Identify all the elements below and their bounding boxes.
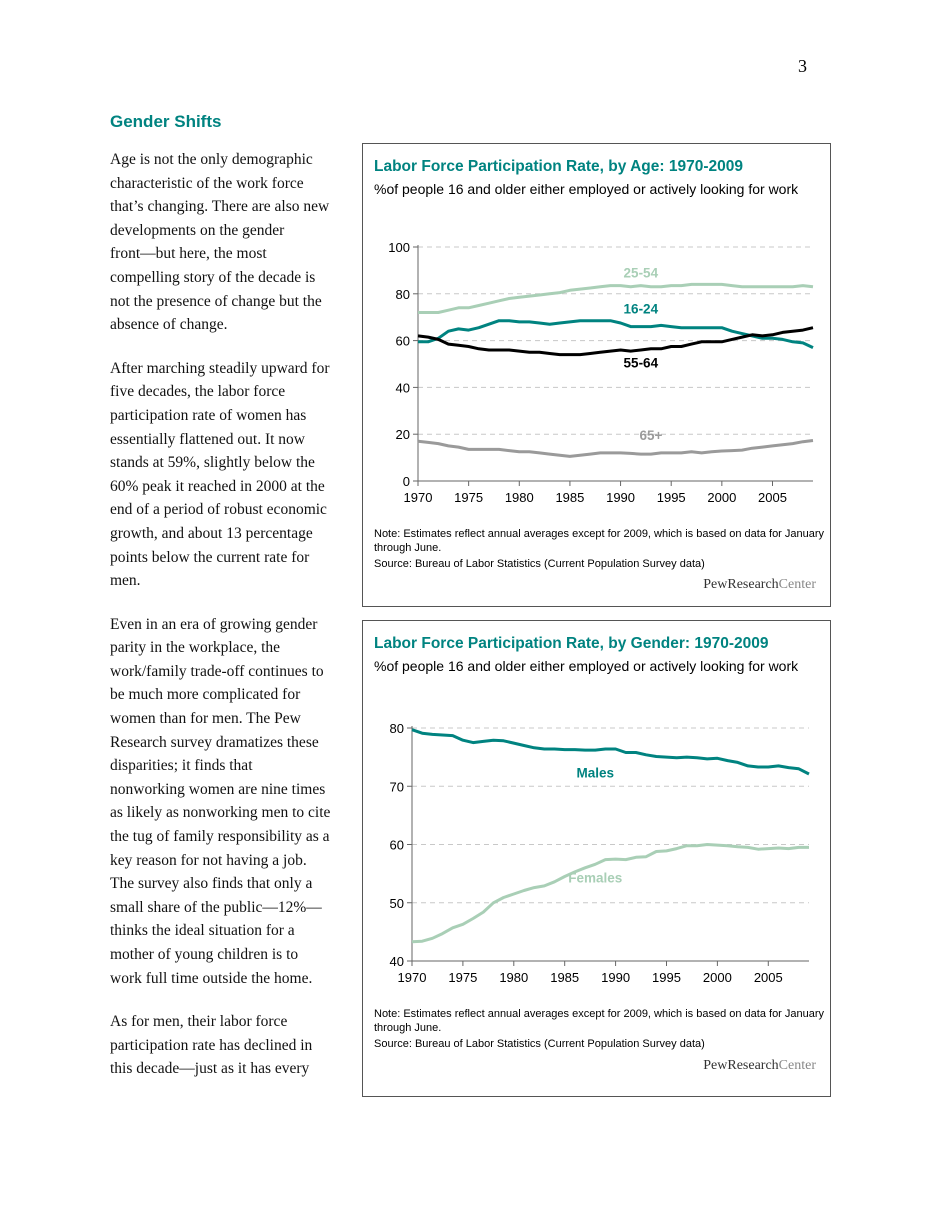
text-line: that’s changing. There are also new [110,198,330,216]
y-tick-label: 20 [396,427,410,442]
chart-source: Source: Bureau of Labor Statistics (Curr… [374,1038,705,1050]
text-line: parity in the workplace, the [110,639,281,657]
text-line: mother of young children is to [110,946,299,963]
text-line: men. [110,572,141,590]
text-line: front—but here, the most [110,245,267,263]
text-line: participation rate has declined in [110,1036,313,1054]
y-tick-label: 0 [403,474,410,489]
x-tick-label: 1980 [505,490,534,505]
y-tick-label: 60 [390,838,404,853]
text-line: developments on the gender [110,221,285,239]
series-line-Males [411,728,810,776]
text-line: be much more complicated for [110,686,301,704]
x-tick-label: 1995 [652,970,681,985]
x-tick-label: 1990 [606,490,635,505]
text-line: five decades, the labor force [110,383,286,401]
text-line: compelling story of the decade is [110,268,316,286]
x-tick-label: 1985 [555,490,584,505]
y-tick-label: 40 [390,954,404,969]
text-line: Age is not the only demographic [110,151,313,168]
body-text: Age is not the only demographic character… [110,148,360,1101]
text-line: As for men, their labor force [110,1013,288,1031]
text-line: Even in an era of growing gender [110,615,318,633]
text-line: participation rate of women has [110,406,307,424]
text-line: key reason for not having a job. [110,851,307,869]
text-line: growth, and about 13 percentage [110,524,313,542]
paragraph: As for men, their labor force participati… [110,1010,360,1081]
x-tick-label: 1975 [454,490,483,505]
age-chart-panel: Labor Force Participation Rate, by Age: … [362,143,831,607]
text-line: essentially flattened out. It now [110,430,305,448]
series-line-Females [411,843,809,944]
y-tick-label: 80 [396,287,410,302]
text-line: this decade—just as it has every [110,1060,310,1078]
x-tick-label: 1990 [601,970,630,985]
chart-subtitle: %of people 16 and older either employed … [374,181,799,197]
chart-subtitle: %of people 16 and older either employed … [374,658,799,674]
text-line: small share of the public—12%— [110,898,322,916]
x-tick-label: 1985 [550,970,579,985]
text-line: The survey also finds that only a [110,875,313,893]
series-label: Males [576,766,614,781]
x-tick-label: 2005 [758,490,787,505]
y-tick-label: 60 [396,334,410,349]
text-line: the tug of family responsibility as a [110,828,330,846]
gender-chart-panel: Labor Force Participation Rate, by Gende… [362,620,831,1097]
text-line: end of a period of robust economic [110,501,327,519]
chart-title: Labor Force Participation Rate, by Gende… [374,635,769,652]
series-label: 16-24 [624,302,659,317]
x-tick-label: 1995 [657,490,686,505]
text-line: as likely as nonworking men to cite [110,804,331,822]
text-line: stands at 59%, slightly below the [110,454,315,472]
text-line: After marching steadily upward for [110,359,330,377]
text-line: Research survey dramatizes these [110,733,319,751]
x-tick-label: 2005 [754,970,783,985]
text-line: disparities; it finds that [110,757,253,775]
chart-title: Labor Force Participation Rate, by Age: … [374,158,743,175]
y-tick-label: 70 [390,779,404,794]
chart-note: Note: Estimates reflect annual averages … [374,1008,825,1034]
x-tick-label: 2000 [703,970,732,985]
series-label: Females [568,870,622,885]
y-tick-label: 50 [390,896,404,911]
text-line: work full time outside the home. [110,969,313,987]
paragraph: After marching steadily upward for five d… [110,357,360,593]
x-tick-label: 1970 [404,490,433,505]
gender-line-chart: 40 50 60 70 80 1970 1975 1980 1985 1990 1995 2000 20… [390,721,810,985]
text-line: thinks the ideal situation for a [110,922,295,940]
paragraph: Even in an era of growing gender parity i… [110,613,360,991]
x-tick-label: 1980 [499,970,528,985]
series-line-25-54 [418,282,814,314]
text-line: absence of change. [110,316,228,334]
x-tick-label: 1970 [398,970,427,985]
section-heading: Gender Shifts [110,112,222,131]
chart-source: Source: Bureau of Labor Statistics (Curr… [374,558,705,570]
text-line: not the presence of change but the [110,292,322,310]
age-line-chart: 0 20 40 60 80 100 1970 1975 1980 1985 1990 1995 2000… [388,240,814,505]
x-tick-label: 2000 [707,490,736,505]
y-tick-label: 100 [388,240,410,255]
paragraph: Age is not the only demographic character… [110,148,360,337]
text-line: 60% peak it reached in 2000 at the [110,477,325,495]
pew-logo: PewResearchCenter [703,1058,816,1073]
series-line-55-64 [417,326,814,357]
y-tick-label: 80 [390,721,404,736]
text-line: women than for men. The Pew [110,710,301,728]
page-number: 3 [798,56,807,76]
series-label: 55-64 [624,356,659,371]
series-label: 65+ [639,428,662,443]
series-line-65+ [417,439,814,458]
text-line: nonworking women are nine times [110,780,326,798]
text-line: points below the current rate for [110,548,310,566]
text-line: work/family trade-off continues to [110,662,324,680]
pew-logo: PewResearchCenter [703,577,816,592]
text-line: characteristic of the work force [110,174,304,192]
chart-note: Note: Estimates reflect annual averages … [374,528,825,554]
series-label: 25-54 [624,265,659,280]
x-tick-label: 1975 [448,970,477,985]
y-tick-label: 40 [396,380,410,395]
